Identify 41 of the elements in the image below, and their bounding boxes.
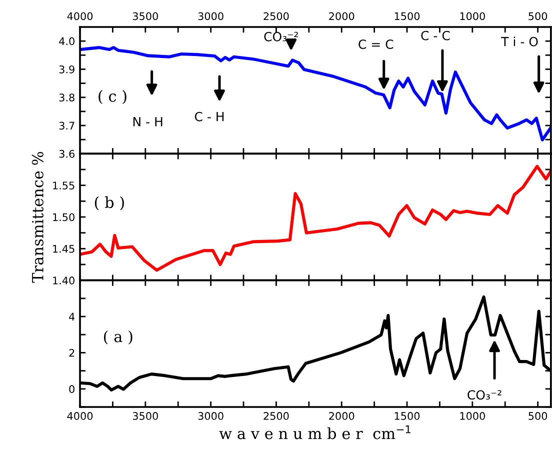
y-tick-label: 3.9 (59, 65, 74, 74)
annotation: CO₃⁻² (468, 390, 502, 400)
y-tick-label: 3.6 (59, 150, 74, 158)
annotation: C - H (194, 112, 224, 122)
annotation: ( b ) (94, 196, 124, 210)
y-tick-label: 3.7 (59, 122, 74, 130)
x-tick-label: 2500 (264, 412, 289, 420)
x2-tick-label: 2500 (264, 12, 289, 20)
y-tick-label: 1.45 (53, 245, 74, 253)
y-tick-label: 4.0 (59, 37, 74, 46)
x2-tick-label: 1000 (460, 12, 485, 20)
y-axis-title: Transmittence % (32, 152, 44, 283)
y-tick-label: 4 (69, 312, 75, 320)
x-tick-label: 2000 (329, 412, 354, 420)
annotation: T i - O (501, 36, 538, 46)
x2-tick-label: 3500 (132, 12, 158, 20)
y-tick-label: 0 (69, 385, 74, 394)
y-tick-label: 2 (69, 348, 74, 357)
x-tick-label: 3000 (198, 412, 224, 420)
y-tick-label: 1.50 (53, 213, 74, 222)
x-axis-title: w a v e n u m b e r cm$^{−1}$ (219, 425, 411, 440)
x-tick-label: 1000 (460, 412, 485, 420)
annotation: N - H (133, 117, 162, 126)
x2-tick-label: 4000 (67, 12, 93, 20)
x2-tick-label: 2000 (329, 12, 354, 20)
x2-tick-label: 3000 (198, 12, 224, 20)
annotation: ( c ) (98, 90, 126, 104)
x-tick-label: 1500 (394, 412, 420, 420)
x-tick-label: 4000 (67, 412, 93, 420)
line-series (80, 164, 551, 272)
x2-tick-label: 500 (528, 12, 548, 20)
x-tick-label: 3500 (132, 412, 158, 420)
y-tick-label: 3.8 (59, 94, 74, 102)
annotation: ( a ) (104, 330, 132, 344)
annotation: C = C (358, 40, 394, 49)
annotation: CO₃⁻² (264, 32, 298, 42)
y-tick-label: 1.40 (53, 276, 74, 284)
x2-tick-label: 1500 (394, 12, 420, 20)
x-tick-label: 500 (528, 412, 548, 420)
annotation: C - C (421, 30, 450, 40)
y-tick-label: 1.55 (53, 182, 74, 190)
